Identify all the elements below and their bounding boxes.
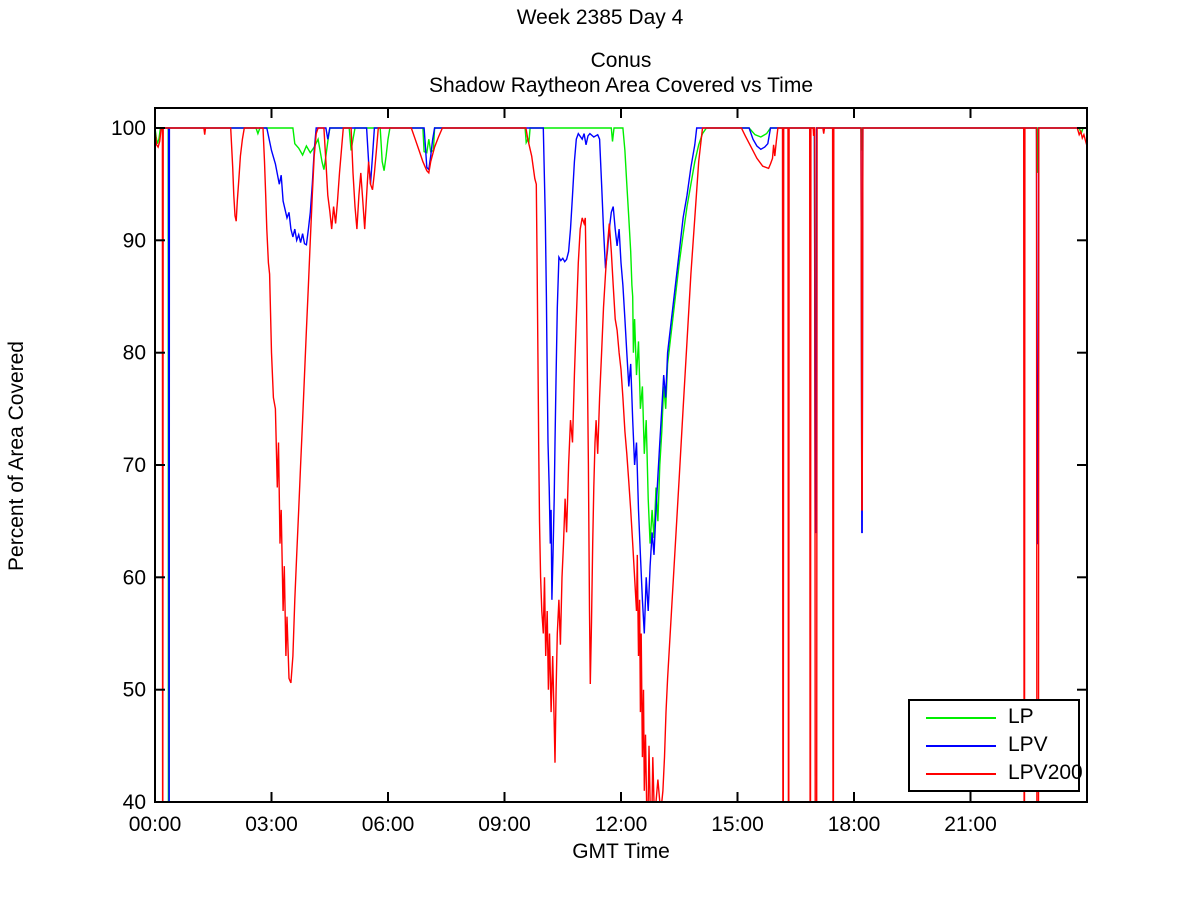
y-tick-label: 40 (123, 791, 146, 814)
x-tick-label: 06:00 (362, 813, 415, 836)
x-tick-label: 21:00 (944, 813, 997, 836)
x-tick-label: 09:00 (478, 813, 531, 836)
legend-label-lp: LP (1008, 705, 1034, 728)
series-line-lp (154, 127, 1087, 803)
axes-title-line-2: Shadow Raytheon Area Covered vs Time (428, 74, 814, 97)
axes-title-line-1: Conus (590, 49, 652, 72)
y-tick-label: 60 (123, 566, 146, 589)
legend-line-lpv (926, 745, 996, 747)
legend-line-lp (926, 717, 996, 719)
y-axis-label: Percent of Area Covered (5, 341, 28, 571)
x-tick-label: 12:00 (595, 813, 648, 836)
y-tick-label: 90 (123, 229, 146, 252)
x-tick-label: 15:00 (711, 813, 764, 836)
y-tick-label: 50 (123, 679, 146, 702)
x-axis-label: GMT Time (572, 840, 670, 863)
axes-title: Conus Shadow Raytheon Area Covered vs Ti… (155, 48, 1087, 98)
legend-label-lpv: LPV (1008, 733, 1048, 756)
x-tick-label: 00:00 (129, 813, 182, 836)
legend-row-lpv: LPV (910, 732, 1078, 759)
series-line-lpv200 (154, 127, 1088, 803)
x-tick-label: 18:00 (828, 813, 881, 836)
legend-label-lpv200: LPV200 (1008, 761, 1083, 784)
y-tick-label: 70 (123, 454, 146, 477)
legend-box: LP LPV LPV200 (908, 699, 1083, 792)
x-tick-label: 03:00 (245, 813, 298, 836)
axes-box (154, 107, 1088, 803)
legend-line-lpv200 (926, 773, 996, 775)
figure-suptitle: Week 2385 Day 4 (516, 6, 684, 29)
legend-row-lpv200: LPV200 (910, 760, 1083, 787)
y-tick-label: 80 (123, 342, 146, 365)
legend-row-lp: LP (910, 704, 1078, 731)
series-line-lpv (155, 127, 1087, 803)
y-tick-label: 100 (111, 117, 146, 140)
